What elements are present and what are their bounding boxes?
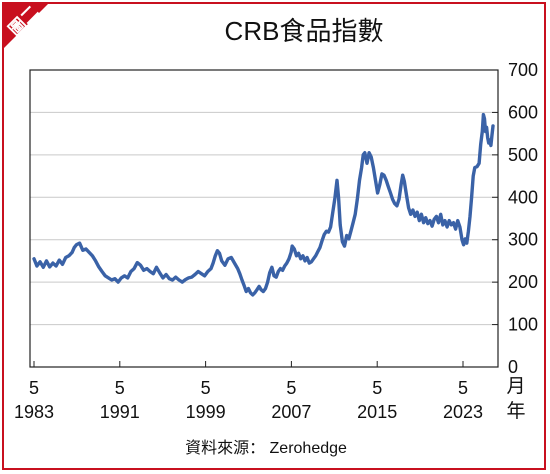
plot-area-border (29, 69, 499, 368)
x-tick-label-month: 5 (458, 378, 468, 398)
x-tick-label-month: 5 (372, 378, 382, 398)
x-axis: 5 1983 5 1991 5 1999 5 2007 5 2015 5 2023 (14, 361, 483, 422)
series-line (32, 112, 495, 297)
y-tick-label: 300 (508, 230, 538, 250)
grid-layer (30, 111, 498, 326)
figure-badge: 圖二 (4, 4, 48, 48)
x-tick-label-year: 2023 (443, 402, 483, 422)
chart-frame: 0 100 200 300 400 500 600 700 5 1983 5 1991 5 1999 5 2… (2, 2, 546, 470)
badge-ribbon (4, 4, 48, 48)
x-tick-label-year: 2015 (357, 402, 397, 422)
y-tick-label: 700 (508, 60, 538, 80)
x-tick-label-month: 5 (286, 378, 296, 398)
y-axis: 0 100 200 300 400 500 600 700 (492, 60, 538, 377)
source-note: 資料來源： Zerohedge (185, 439, 347, 457)
x-tick-label-month: 5 (201, 378, 211, 398)
x-tick-label-year: 1983 (14, 402, 54, 422)
y-tick-label: 0 (508, 357, 518, 377)
y-tick-label: 400 (508, 187, 538, 207)
y-tick-label: 600 (508, 102, 538, 122)
y-tick-label: 100 (508, 315, 538, 335)
x-tick-label-year: 1991 (100, 402, 140, 422)
x-tick-label-year: 1999 (186, 402, 226, 422)
x-tick-label-month: 5 (115, 378, 125, 398)
crb-food-index-chart: 0 100 200 300 400 500 600 700 5 1983 5 1991 5 1999 5 2… (4, 4, 538, 457)
chart-title: CRB食品指數 (225, 16, 384, 46)
x-tick-label-month: 5 (29, 378, 39, 398)
y-tick-label: 200 (508, 272, 538, 292)
x-unit-year: 年 (506, 400, 525, 422)
x-unit-month: 月 (506, 376, 525, 397)
y-tick-label: 500 (508, 145, 538, 165)
x-tick-label-year: 2007 (271, 402, 311, 422)
